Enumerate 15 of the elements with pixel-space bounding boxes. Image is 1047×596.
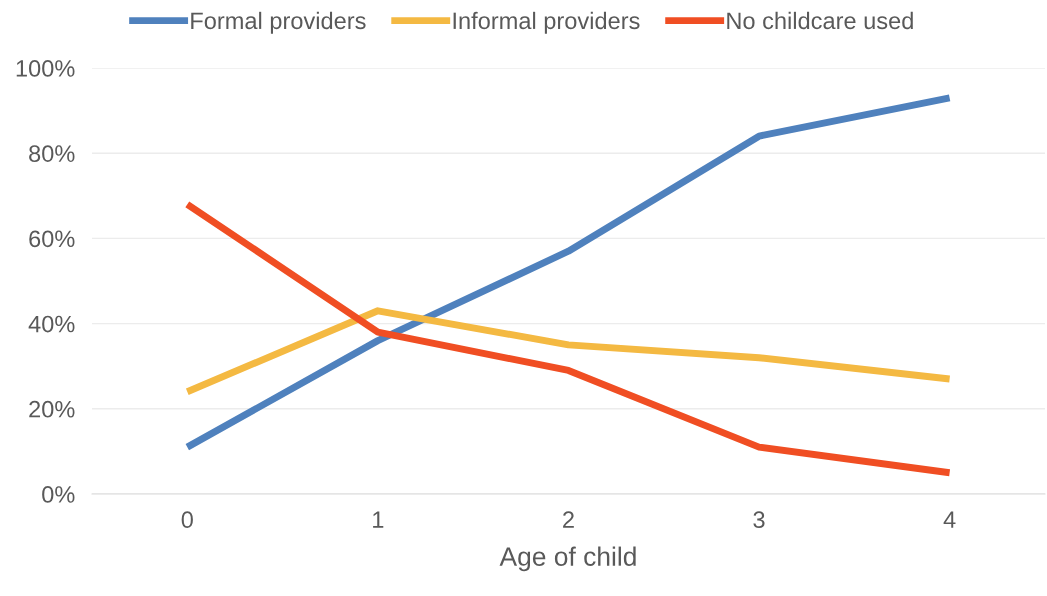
y-tick-label: 20% <box>29 400 75 418</box>
x-tick-label: 3 <box>753 511 765 529</box>
legend-label: Formal providers <box>191 11 366 34</box>
y-tick-label: 100% <box>16 60 75 77</box>
y-tick-label: 60% <box>29 230 75 248</box>
legend-label: Informal providers <box>453 11 640 34</box>
x-tick-label: 4 <box>943 511 956 528</box>
legend-label: No childcare used <box>727 11 913 30</box>
x-tick-label: 0 <box>181 511 193 529</box>
x-tick-label: 1 <box>373 511 384 528</box>
y-tick-label: 40% <box>28 315 75 333</box>
x-tick-label: 2 <box>563 511 574 528</box>
x-axis-title: Age of child <box>499 546 636 572</box>
y-tick-label: 0% <box>42 486 75 503</box>
y-tick-label: 80% <box>29 145 75 162</box>
